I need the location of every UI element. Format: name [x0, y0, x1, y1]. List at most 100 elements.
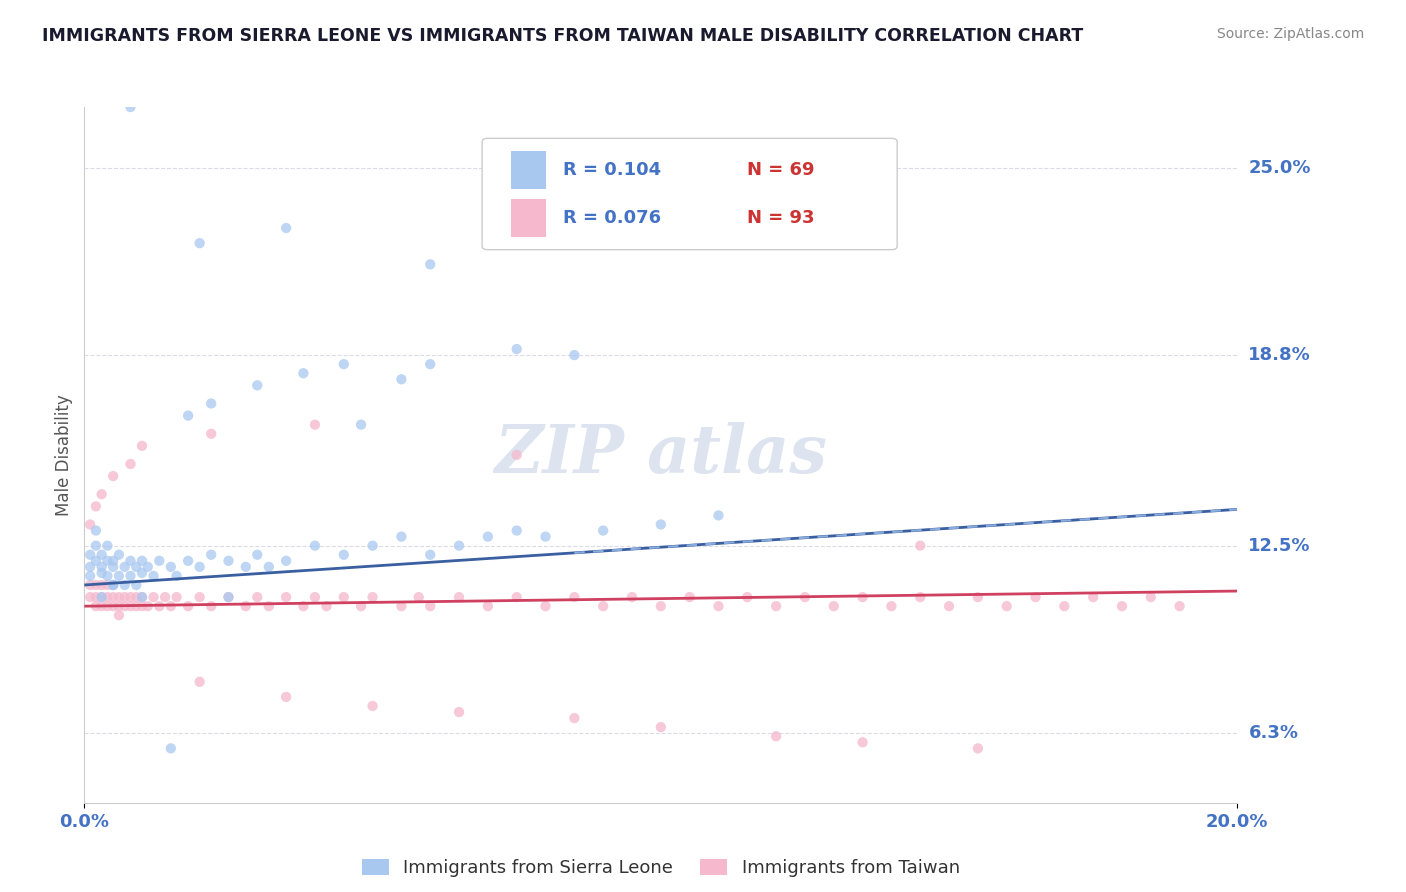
- Text: R = 0.076: R = 0.076: [562, 209, 661, 227]
- Point: [90, 566, 112, 580]
- Point: [246, 548, 269, 562]
- Point: [96, 569, 118, 583]
- Point: [90, 578, 112, 592]
- Point: [96, 578, 118, 592]
- Point: [292, 366, 315, 380]
- Point: [257, 559, 280, 574]
- Point: [96, 590, 118, 604]
- Point: [79, 517, 101, 532]
- Point: [506, 448, 529, 462]
- Point: [419, 257, 441, 271]
- Point: [103, 578, 124, 592]
- Point: [103, 578, 124, 592]
- Point: [160, 599, 183, 614]
- Point: [274, 590, 298, 604]
- Point: [304, 539, 326, 553]
- Point: [562, 590, 586, 604]
- FancyBboxPatch shape: [482, 138, 897, 250]
- Point: [84, 590, 107, 604]
- Point: [120, 554, 142, 568]
- Text: 12.5%: 12.5%: [1249, 537, 1310, 555]
- Point: [361, 539, 384, 553]
- Point: [592, 599, 614, 614]
- Point: [79, 548, 101, 562]
- Point: [391, 530, 413, 544]
- Point: [350, 417, 373, 432]
- Point: [650, 517, 672, 532]
- Point: [131, 554, 153, 568]
- Point: [103, 590, 124, 604]
- Point: [391, 372, 413, 386]
- Point: [103, 599, 124, 614]
- Point: [125, 578, 148, 592]
- Point: [562, 348, 586, 362]
- Point: [506, 342, 529, 356]
- Point: [793, 590, 815, 604]
- Point: [177, 599, 200, 614]
- Point: [188, 559, 211, 574]
- Point: [103, 578, 124, 592]
- Text: Source: ZipAtlas.com: Source: ZipAtlas.com: [1216, 27, 1364, 41]
- FancyBboxPatch shape: [510, 199, 546, 237]
- Point: [217, 590, 239, 604]
- Text: ZIP atlas: ZIP atlas: [495, 423, 827, 487]
- Point: [823, 599, 845, 614]
- Point: [246, 590, 269, 604]
- Point: [120, 569, 142, 583]
- Point: [90, 590, 112, 604]
- Point: [131, 590, 153, 604]
- Point: [90, 559, 112, 574]
- Point: [177, 409, 200, 423]
- Point: [84, 539, 107, 553]
- Point: [103, 469, 124, 483]
- Point: [477, 530, 499, 544]
- Point: [257, 599, 280, 614]
- Point: [188, 674, 211, 689]
- Point: [938, 599, 960, 614]
- Point: [592, 524, 614, 538]
- Point: [148, 599, 170, 614]
- Point: [707, 508, 730, 523]
- Point: [447, 539, 470, 553]
- Point: [131, 439, 153, 453]
- Point: [90, 599, 112, 614]
- Point: [188, 590, 211, 604]
- Point: [148, 554, 170, 568]
- Point: [125, 590, 148, 604]
- Text: 25.0%: 25.0%: [1249, 159, 1310, 177]
- Point: [274, 221, 298, 235]
- Point: [114, 599, 136, 614]
- Point: [419, 548, 441, 562]
- Point: [166, 590, 188, 604]
- Point: [108, 590, 131, 604]
- Point: [765, 599, 787, 614]
- Point: [304, 417, 326, 432]
- Point: [419, 599, 441, 614]
- Point: [1024, 590, 1046, 604]
- Point: [361, 590, 384, 604]
- Point: [79, 559, 101, 574]
- Text: N = 69: N = 69: [748, 161, 815, 178]
- Point: [160, 741, 183, 756]
- Point: [90, 590, 112, 604]
- Point: [160, 559, 183, 574]
- Point: [79, 590, 101, 604]
- Point: [967, 590, 990, 604]
- Point: [177, 554, 200, 568]
- Point: [125, 559, 148, 574]
- Point: [1111, 599, 1133, 614]
- Point: [304, 590, 326, 604]
- Point: [235, 559, 257, 574]
- Point: [108, 569, 131, 583]
- Point: [506, 524, 529, 538]
- Point: [96, 599, 118, 614]
- Text: 18.8%: 18.8%: [1249, 346, 1312, 364]
- Point: [534, 530, 557, 544]
- Point: [408, 590, 430, 604]
- Point: [506, 590, 529, 604]
- Point: [142, 569, 165, 583]
- Point: [274, 554, 298, 568]
- Point: [621, 590, 644, 604]
- Point: [534, 599, 557, 614]
- Point: [136, 599, 159, 614]
